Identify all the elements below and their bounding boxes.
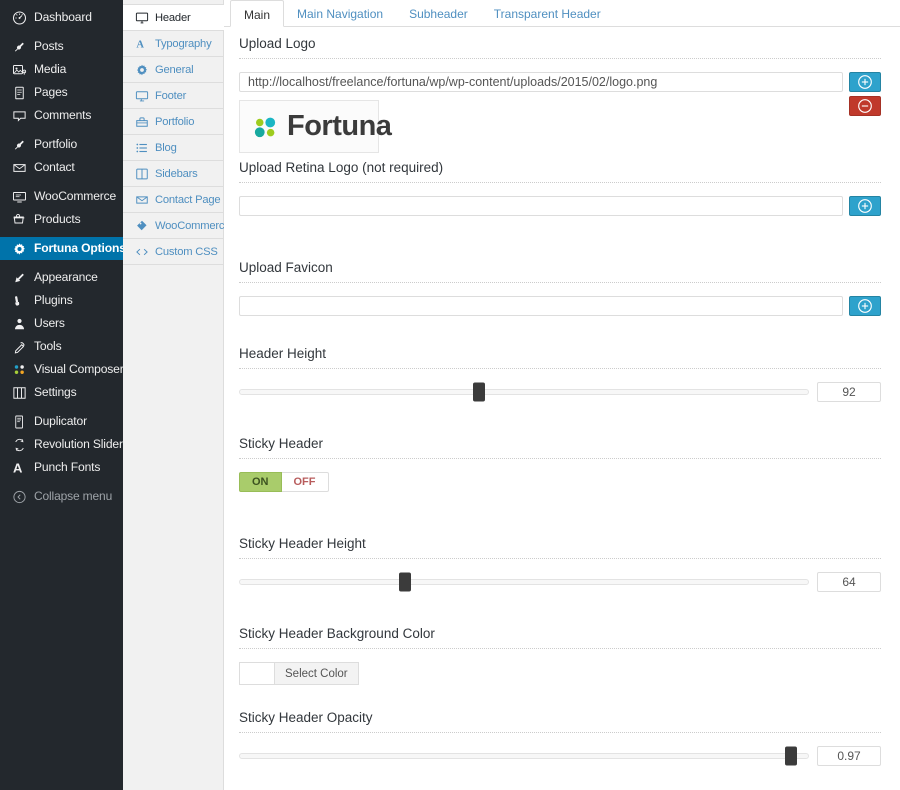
svg-text:A: A <box>136 39 144 50</box>
